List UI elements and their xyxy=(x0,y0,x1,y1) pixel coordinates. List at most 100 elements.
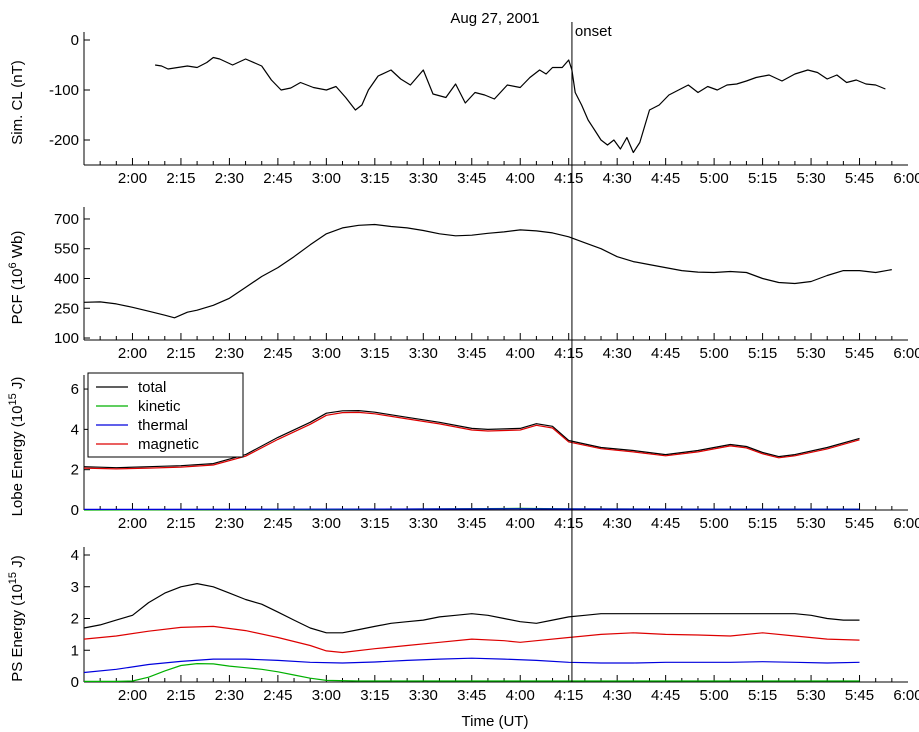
x-axis-label: Time (UT) xyxy=(462,713,529,730)
x-tick-label: 2:30 xyxy=(215,345,244,362)
x-tick-label: 3:45 xyxy=(457,687,486,704)
y-tick-label: 0 xyxy=(71,32,79,49)
series-line-magnetic xyxy=(83,411,860,470)
y-tick-label: 4 xyxy=(71,547,79,564)
series-line-pcf xyxy=(83,223,892,319)
y-tick-label: 1 xyxy=(71,642,79,659)
legend-label-total: total xyxy=(138,379,166,396)
series-line-total xyxy=(83,583,860,634)
x-tick-label: 4:00 xyxy=(506,170,535,187)
y-tick-label: 3 xyxy=(71,579,79,596)
x-tick-label: 2:30 xyxy=(215,170,244,187)
x-tick-label: 5:00 xyxy=(700,345,729,362)
x-tick-label: 5:15 xyxy=(748,687,777,704)
x-tick-label: 5:30 xyxy=(796,515,825,532)
series-line-sim-cl xyxy=(155,56,886,154)
x-tick-label: 3:45 xyxy=(457,170,486,187)
x-tick-label: 3:00 xyxy=(312,515,341,532)
series-line-thermal xyxy=(83,508,860,510)
panel-ps-energy: 0 1 2 3 4 2:00 2:15 2:30 2:45 3:00 3:15 3:30 3:45 4:0… xyxy=(7,547,919,704)
series-line-total xyxy=(83,410,860,469)
x-tick-label: 4:15 xyxy=(554,345,583,362)
y-axis-label: Lobe Energy (1015 J) xyxy=(7,377,26,517)
x-tick-label: 5:30 xyxy=(796,687,825,704)
legend-label-magnetic: magnetic xyxy=(138,436,199,453)
x-tick-label: 5:15 xyxy=(748,170,777,187)
x-tick-label: 3:15 xyxy=(360,515,389,532)
y-tick-label: 0 xyxy=(71,502,79,519)
x-tick-label: 2:45 xyxy=(263,170,292,187)
x-tick-label: 6:00 xyxy=(893,687,919,704)
x-tick-label: 3:00 xyxy=(312,170,341,187)
series-line-magnetic xyxy=(83,625,860,654)
y-tick-label: 550 xyxy=(54,241,79,258)
y-tick-label: 400 xyxy=(54,270,79,287)
y-tick-label: -100 xyxy=(49,82,79,99)
x-tick-label: 4:45 xyxy=(651,687,680,704)
x-tick-label: 3:30 xyxy=(409,515,438,532)
x-tick-label: 4:45 xyxy=(651,345,680,362)
x-tick-label: 5:15 xyxy=(748,345,777,362)
x-tick-label: 4:30 xyxy=(603,515,632,532)
panel-sim-cl: 0 -100 -200 2:00 2:15 2:30 2:45 3:00 3:15 3:30 3:4… xyxy=(9,32,919,187)
y-tick-label: 250 xyxy=(54,300,79,317)
x-tick-label: 4:00 xyxy=(506,515,535,532)
x-tick-label: 2:00 xyxy=(118,687,147,704)
y-tick-label: 4 xyxy=(71,421,79,438)
x-tick-label: 5:00 xyxy=(700,515,729,532)
x-tick-label: 6:00 xyxy=(893,515,919,532)
x-tick-label: 3:15 xyxy=(360,170,389,187)
x-tick-label: 3:30 xyxy=(409,345,438,362)
x-tick-label: 2:00 xyxy=(118,515,147,532)
x-tick-label: 3:30 xyxy=(409,170,438,187)
series-line-thermal xyxy=(83,657,860,674)
x-tick-label: 6:00 xyxy=(893,345,919,362)
x-tick-label: 2:15 xyxy=(166,515,195,532)
y-tick-label: 6 xyxy=(71,381,79,398)
x-tick-label: 4:00 xyxy=(506,687,535,704)
panel-pcf: 100 250 400 550 700 2:00 2:15 2:30 2:45 3:00 3:15 3… xyxy=(7,207,919,362)
x-tick-label: 5:45 xyxy=(845,687,874,704)
x-tick-label: 4:30 xyxy=(603,170,632,187)
x-tick-label: 5:45 xyxy=(845,345,874,362)
x-tick-label: 5:30 xyxy=(796,345,825,362)
y-tick-label: 2 xyxy=(71,462,79,479)
x-tick-label: 4:15 xyxy=(554,687,583,704)
x-tick-label: 5:00 xyxy=(700,170,729,187)
x-tick-label: 3:00 xyxy=(312,687,341,704)
y-tick-label: 0 xyxy=(71,674,79,691)
y-tick-label: 700 xyxy=(54,211,79,228)
x-tick-label: 2:30 xyxy=(215,687,244,704)
x-tick-label: 2:00 xyxy=(118,345,147,362)
y-axis-label: Sim. CL (nT) xyxy=(9,60,26,144)
onset-label: onset xyxy=(575,23,613,40)
x-tick-label: 4:30 xyxy=(603,687,632,704)
x-tick-label: 5:15 xyxy=(748,515,777,532)
x-tick-label: 3:45 xyxy=(457,515,486,532)
x-tick-label: 5:45 xyxy=(845,515,874,532)
y-tick-label: -200 xyxy=(49,132,79,149)
x-tick-label: 2:00 xyxy=(118,170,147,187)
y-tick-label: 2 xyxy=(71,611,79,628)
x-tick-label: 5:45 xyxy=(845,170,874,187)
x-tick-label: 3:45 xyxy=(457,345,486,362)
panels: 0 -100 -200 2:00 2:15 2:30 2:45 3:00 3:15 3:30 3:4… xyxy=(7,32,919,704)
x-tick-label: 2:30 xyxy=(215,515,244,532)
x-tick-label: 5:30 xyxy=(796,170,825,187)
x-tick-label: 4:45 xyxy=(651,170,680,187)
panel-lobe-energy: 0 2 4 6 2:00 2:15 2:30 2:45 3:00 3:15 3:30 3:45 4:00… xyxy=(7,372,919,532)
x-tick-label: 3:30 xyxy=(409,687,438,704)
x-tick-label: 4:15 xyxy=(554,515,583,532)
x-tick-label: 2:15 xyxy=(166,687,195,704)
x-tick-label: 2:45 xyxy=(263,687,292,704)
y-axis-label: PS Energy (1015 J) xyxy=(7,555,26,681)
legend: total kinetic thermal magnetic xyxy=(87,372,244,458)
legend-label-kinetic: kinetic xyxy=(138,398,181,415)
figure-title: Aug 27, 2001 xyxy=(450,10,539,27)
x-tick-label: 4:15 xyxy=(554,170,583,187)
x-tick-label: 3:15 xyxy=(360,687,389,704)
x-tick-label: 5:00 xyxy=(700,687,729,704)
x-tick-label: 4:45 xyxy=(651,515,680,532)
legend-label-thermal: thermal xyxy=(138,417,188,434)
x-tick-label: 3:15 xyxy=(360,345,389,362)
